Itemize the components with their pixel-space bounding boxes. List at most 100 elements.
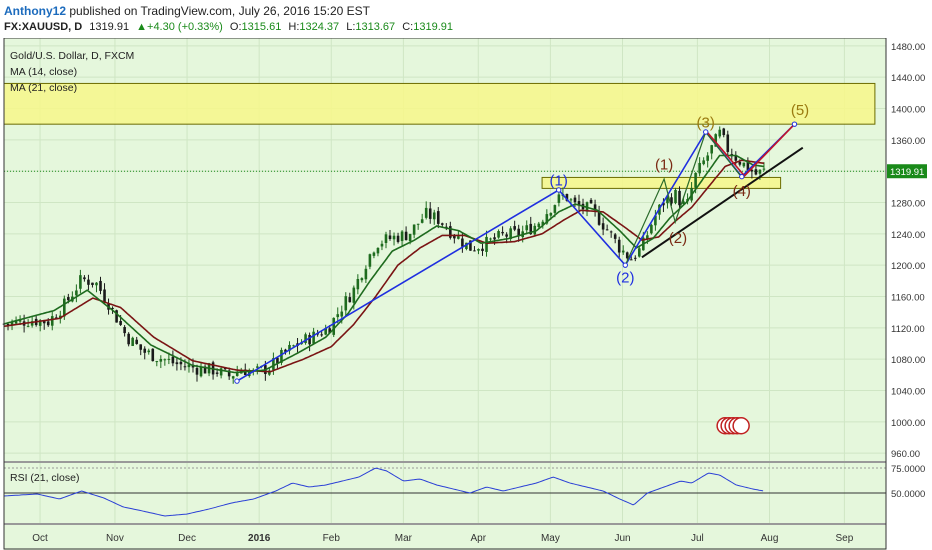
rsi-tick-label: 75.0000 <box>891 464 925 475</box>
wave-count-blue <box>236 123 796 382</box>
close-label: C: <box>402 21 414 33</box>
candle-body <box>509 228 512 240</box>
price-tick-label: 960.00 <box>891 449 920 460</box>
candle-body <box>646 235 649 240</box>
candle-body <box>155 361 159 363</box>
chart-header: Anthony12 published on TradingView.com, … <box>0 0 932 38</box>
price-tick-label: 1400.00 <box>891 105 925 116</box>
candle-body <box>280 349 283 363</box>
candle-body <box>593 204 597 211</box>
candle-body <box>199 366 203 377</box>
legend-rsi[interactable]: RSI (21, close) <box>10 472 80 484</box>
legend-ma14[interactable]: MA (14, close) <box>10 66 78 78</box>
candle-body <box>123 327 126 334</box>
candle-body <box>75 290 78 296</box>
candle-body <box>103 289 106 302</box>
symbol-label: FX:XAUUSD, D <box>4 21 83 33</box>
candle-body <box>493 237 496 240</box>
price-tick-label: 1000.00 <box>891 418 925 429</box>
candle-body <box>416 223 420 225</box>
candle-body <box>215 372 219 374</box>
price-tick-label: 1280.00 <box>891 199 925 210</box>
legend-title: Gold/U.S. Dollar, D, FXCM <box>10 50 135 62</box>
time-axis-pane <box>4 525 886 550</box>
candle-body <box>203 366 207 374</box>
rsi-tick-label: 50.0000 <box>891 489 925 500</box>
candle-body <box>734 155 738 161</box>
time-tick-label: 2016 <box>248 533 271 544</box>
candle-body <box>513 226 516 230</box>
wave-point <box>234 378 240 384</box>
low-value: 1313.67 <box>355 21 396 33</box>
candle-body <box>67 297 70 301</box>
candle-body <box>436 211 440 224</box>
wave-count-green <box>624 130 743 266</box>
wave-label: (2) <box>616 269 634 286</box>
candle-body <box>380 243 384 247</box>
candle-body <box>549 212 553 216</box>
candle-body <box>609 231 613 233</box>
candle-body <box>613 234 617 239</box>
low-label: L: <box>346 21 356 33</box>
candle-body <box>489 238 492 240</box>
rsi-line <box>3 467 764 517</box>
candle-body <box>179 361 183 365</box>
candle-body <box>654 215 657 226</box>
time-tick-label: Mar <box>395 533 413 544</box>
time-tick-label: May <box>541 533 560 544</box>
price-tick-label: 1080.00 <box>891 355 925 366</box>
candle-body <box>111 307 114 309</box>
change-value: +4.30 (+0.33%) <box>147 21 223 33</box>
price-tick-label: 1160.00 <box>891 293 925 304</box>
candle-body <box>272 358 275 370</box>
candle-body <box>698 162 701 174</box>
candle-body <box>50 316 54 326</box>
candle-body <box>143 348 147 353</box>
price-tick-label: 1440.00 <box>891 73 925 84</box>
price-chart[interactable]: (1) (2) (1) (2) (3) (4) (5) 1480.00 1440.00 1400.… <box>0 38 932 550</box>
price-tick-label: 1200.00 <box>891 261 925 272</box>
candle-body <box>344 296 348 311</box>
candle-body <box>662 202 665 206</box>
price-tick-label: 1120.00 <box>891 324 925 335</box>
candle-body <box>597 211 601 225</box>
candle-body <box>714 134 718 147</box>
candle-body <box>461 238 464 247</box>
candle-body <box>95 282 98 286</box>
candle-body <box>356 279 360 290</box>
candle-body <box>617 239 621 253</box>
candle-body <box>605 229 609 231</box>
candle-body <box>384 234 388 243</box>
wave-point <box>622 262 628 268</box>
ma14-line <box>3 154 765 374</box>
candle-body <box>569 199 573 201</box>
event-icon <box>732 417 750 435</box>
time-tick-label: Jul <box>691 533 704 544</box>
candle-body <box>163 359 167 361</box>
candle-body <box>79 275 82 289</box>
candle-body <box>30 321 34 326</box>
wave-label: (3) <box>697 114 715 131</box>
legend-ma21[interactable]: MA (21, close) <box>10 82 78 94</box>
wave-label: (4) <box>733 183 751 200</box>
candle-body <box>195 368 199 375</box>
candle-body <box>746 160 750 171</box>
candle-body <box>517 228 520 237</box>
time-tick-label: Feb <box>323 533 341 544</box>
candle-body <box>392 235 396 240</box>
candle-body <box>235 372 239 376</box>
candle-body <box>348 297 352 303</box>
resistance-zone-1 <box>3 82 876 125</box>
wave-label: (2) <box>669 230 687 247</box>
time-tick-label: Nov <box>106 533 124 544</box>
candle-body <box>553 205 557 213</box>
candle-body <box>762 168 766 170</box>
candle-body <box>175 362 179 365</box>
wave-point <box>791 121 798 127</box>
author-link[interactable]: Anthony12 <box>4 4 67 18</box>
candle-body <box>706 155 709 161</box>
candle-body <box>505 234 508 237</box>
candle-body <box>629 259 633 261</box>
wave-point <box>556 187 562 193</box>
candle-body <box>565 194 569 201</box>
